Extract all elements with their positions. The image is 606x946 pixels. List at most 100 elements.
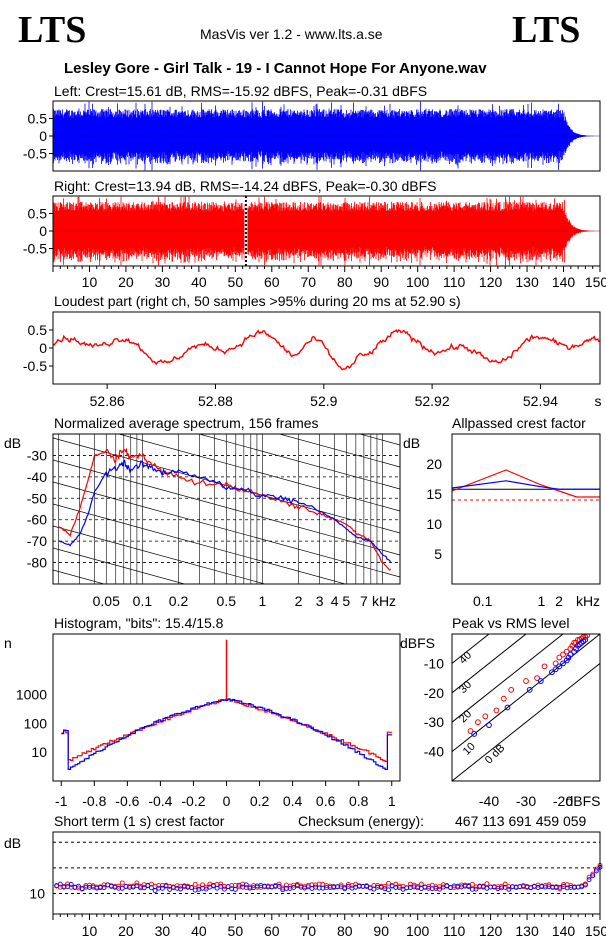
left-ytick: -0.5 bbox=[23, 146, 47, 162]
histogram-xtick: 0.2 bbox=[250, 793, 270, 809]
shortcrest-point-red bbox=[119, 880, 125, 886]
peakrms-point-red bbox=[567, 645, 574, 652]
peakrms-ytick: -40 bbox=[424, 744, 444, 760]
peakrms-point-blue bbox=[582, 636, 589, 643]
right-xtick: 50 bbox=[228, 274, 244, 290]
peakrms-point-red bbox=[571, 639, 577, 646]
spectrum-xtick: 2 bbox=[295, 593, 303, 609]
spectrum-plot bbox=[53, 306, 400, 584]
peakrms-point-red bbox=[541, 663, 548, 670]
shortcrest-xtick: 30 bbox=[155, 923, 171, 939]
spectrum-ytick: -30 bbox=[27, 447, 47, 463]
histogram-ytick: 10 bbox=[31, 744, 47, 760]
shortcrest-point-red bbox=[200, 882, 205, 888]
peakrms-point-red bbox=[556, 654, 563, 661]
spectrum-slope-line bbox=[53, 437, 400, 534]
right-xtick: 10 bbox=[82, 274, 98, 290]
spectrum-xtick: 0.5 bbox=[217, 593, 237, 609]
peakrms-point-red bbox=[560, 651, 566, 658]
shortcrest-xtick: 90 bbox=[373, 923, 389, 939]
shortcrest-point-red bbox=[502, 881, 508, 887]
histogram-xtick: -0.2 bbox=[181, 793, 205, 809]
shortcrest-point-blue bbox=[57, 881, 63, 887]
peakrms-point-red bbox=[523, 678, 529, 684]
spectrum-slope-line bbox=[53, 503, 347, 584]
allpassed-frame bbox=[451, 433, 601, 585]
shortcrest-point-blue bbox=[141, 885, 147, 891]
spectrum-slope-line bbox=[117, 434, 400, 512]
spectrum-xtick: 0.2 bbox=[169, 593, 189, 609]
spectrum-frame bbox=[52, 433, 401, 585]
shortcrest-point-red bbox=[484, 881, 490, 887]
checksum-label: Checksum (energy): bbox=[298, 813, 424, 829]
peakrms-point-blue bbox=[573, 645, 579, 652]
spectrum-slope-line bbox=[197, 434, 400, 490]
shortcrest-point-blue bbox=[189, 884, 195, 890]
peakrms-xunit: dBFS bbox=[565, 793, 600, 809]
allpassed-xunit: kHz bbox=[576, 593, 600, 609]
spectrum-ytick: -50 bbox=[27, 490, 47, 506]
loudest-xunit: s bbox=[595, 393, 602, 409]
shortcrest-xtick: 110 bbox=[443, 923, 466, 939]
loudest-ytick: -0.5 bbox=[23, 358, 47, 374]
peakrms-point-blue bbox=[552, 666, 559, 673]
histogram-xtick: 1 bbox=[388, 793, 396, 809]
histogram-xtick: 0.8 bbox=[349, 793, 369, 809]
peakrms-xtick: -30 bbox=[516, 793, 536, 809]
allpassed-title: Allpassed crest factor bbox=[452, 415, 586, 431]
right-ytick: 0 bbox=[39, 223, 47, 239]
right-title: Right: Crest=13.94 dB, RMS=-14.24 dBFS, … bbox=[54, 178, 436, 194]
histogram-xtick: 0.6 bbox=[316, 793, 336, 809]
spectrum-slope-line bbox=[53, 306, 400, 401]
histogram-xtick: -0.6 bbox=[115, 793, 139, 809]
shortcrest-point-blue bbox=[590, 873, 596, 879]
peakrms-diagonal bbox=[452, 662, 600, 781]
spectrum-title: Normalized average spectrum, 156 frames bbox=[54, 415, 319, 431]
spectrum-xtick: 4 bbox=[331, 593, 339, 609]
shortcrest-xtick: 130 bbox=[515, 923, 539, 939]
spectrum-slope-line bbox=[53, 547, 186, 584]
right-xtick: 20 bbox=[118, 274, 134, 290]
peakrms-point-blue bbox=[567, 651, 574, 658]
peakrms-xtick: -20 bbox=[553, 793, 573, 809]
right-xtick: 130 bbox=[515, 274, 539, 290]
shortcrest-ylabel: dB bbox=[4, 835, 21, 851]
shortcrest-point-red bbox=[276, 881, 282, 887]
right-xtick: 120 bbox=[479, 274, 503, 290]
peakrms-point-blue bbox=[549, 669, 555, 676]
shortcrest-xtick: 150s bbox=[585, 923, 606, 939]
lts-logo-right: LTS bbox=[512, 9, 581, 51]
peakrms-point-blue bbox=[563, 657, 570, 664]
right-xtick: 150s bbox=[585, 274, 606, 290]
spectrum-xtick: 7 bbox=[360, 593, 368, 609]
shortcrest-xtick: 40 bbox=[191, 923, 207, 939]
spectrum-slope-line bbox=[53, 525, 267, 584]
right-xtick: 140 bbox=[552, 274, 576, 290]
right-xtick: 90 bbox=[373, 274, 389, 290]
shortcrest-xtick: 20 bbox=[118, 923, 134, 939]
spectrum-xtick: 1 bbox=[259, 593, 267, 609]
histogram-ytick: 100 bbox=[24, 715, 48, 731]
peakrms-diagonal-label: 40 bbox=[457, 649, 474, 666]
peakrms-point-red bbox=[563, 648, 570, 655]
lts-logo-left: LTS bbox=[18, 9, 87, 51]
loudest-ytick: 0 bbox=[39, 340, 47, 356]
right-xtick: 80 bbox=[337, 274, 353, 290]
peakrms-point-blue bbox=[565, 654, 572, 661]
peakrms-point-blue bbox=[537, 678, 544, 684]
right-ytick: 0.5 bbox=[28, 206, 48, 222]
shortcrest-xtick: 100 bbox=[406, 923, 430, 939]
loudest-title: Loudest part (right ch, 50 samples >95% … bbox=[54, 293, 461, 309]
shortcrest-xtick: 120 bbox=[479, 923, 503, 939]
shortcrest-xtick: 140 bbox=[552, 923, 576, 939]
peakrms-point-blue bbox=[486, 722, 492, 729]
loudest-xtick: 52.86 bbox=[90, 393, 125, 409]
allpassed-xtick: 1 bbox=[537, 593, 545, 609]
shortcrest-point-red bbox=[134, 880, 140, 886]
peakrms-point-red bbox=[534, 675, 540, 681]
right-xtick: 100 bbox=[406, 274, 430, 290]
left-ytick: 0 bbox=[39, 128, 47, 144]
shortcrest-point-blue bbox=[582, 882, 588, 888]
peakrms-diagonal-label: 20 bbox=[457, 708, 474, 725]
